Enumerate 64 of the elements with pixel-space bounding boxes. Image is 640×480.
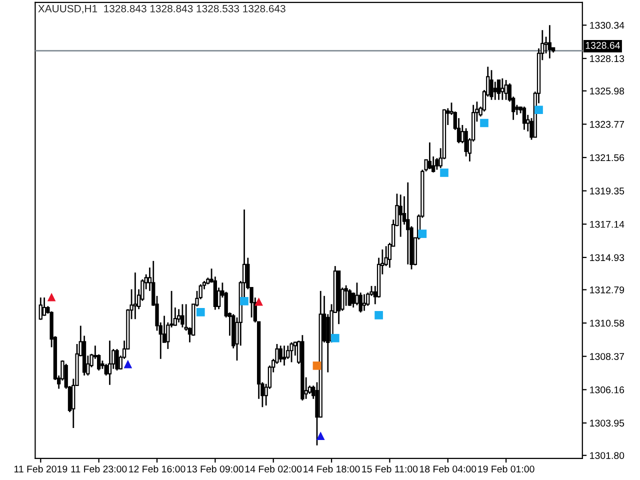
point: [196, 308, 205, 316]
y-tick-label: 1303.95: [590, 420, 624, 427]
point: [47, 292, 56, 302]
point: [330, 334, 340, 342]
candlestick: [406, 182, 410, 266]
y-tick-label: 1306.16: [590, 386, 624, 394]
point: [374, 311, 383, 320]
chart-title: XAUUSD,H1 1328.843 1328.843 1328.533 1328.643: [38, 4, 286, 14]
point: [534, 106, 543, 114]
candlestick: [176, 308, 181, 324]
y-tick-label: 1330.34: [590, 22, 624, 29]
x-tick-label: 11 Feb 2019: [14, 465, 68, 472]
point: [480, 118, 488, 128]
candlestick: [464, 128, 468, 158]
point: [254, 297, 263, 306]
candlestick: [290, 342, 294, 363]
y-tick-label: 1314.93: [590, 254, 624, 262]
y-tick-label: 1325.98: [590, 88, 624, 95]
y-tick-label: 1321.56: [590, 154, 624, 162]
x-tick-label: 14 Feb 02:00: [245, 465, 302, 472]
candlestick: [522, 106, 526, 130]
x-tick-label: 12 Feb 16:00: [129, 465, 186, 472]
candlestick: [42, 296, 46, 316]
candlestick: [108, 340, 112, 386]
x-tick-label: 15 Feb 11:00: [362, 465, 418, 472]
x-tick-label: 11 Feb 23:00: [71, 465, 127, 472]
y-tick-label: 1310.58: [590, 320, 624, 327]
x-tick-label: 19 Feb 01:00: [478, 465, 534, 472]
candlestick: [500, 78, 504, 101]
candlestick: [180, 303, 184, 328]
candlestick: [435, 157, 439, 170]
x-tick-label: 18 Feb 04:00: [420, 465, 476, 472]
y-tick-label: 1323.77: [590, 120, 624, 128]
y-tick-label: 1317.14: [590, 220, 624, 228]
candlestick: [362, 294, 366, 312]
y-tick-label: 1301.80: [590, 452, 624, 460]
candlestick: [38, 296, 42, 320]
candlestick: [133, 272, 138, 320]
y-tick-label: 1328.13: [590, 55, 624, 62]
candlestick: [282, 344, 286, 366]
candlestick: [548, 24, 552, 60]
candlestick: [496, 79, 501, 101]
candlestick: [493, 80, 497, 101]
candlestick: [398, 194, 402, 238]
candlestick: [428, 142, 432, 170]
candlestick: [348, 288, 352, 307]
y-tick-label: 1319.35: [590, 188, 624, 194]
point: [418, 230, 427, 238]
candlestick: [490, 69, 494, 101]
ref-line-label: 1328.64: [586, 42, 620, 49]
candlestick: [104, 363, 108, 376]
point: [316, 432, 325, 440]
y-tick-label: 1308.37: [590, 353, 624, 360]
candlestick: [344, 284, 348, 307]
point: [124, 360, 132, 368]
candlestick: [504, 79, 508, 101]
x-tick-label: 13 Feb 09:00: [187, 465, 244, 472]
candlestick: [278, 344, 282, 363]
y-tick-label: 1312.79: [590, 286, 624, 294]
point: [440, 168, 448, 177]
x-tick-label: 14 Feb 18:00: [304, 465, 360, 472]
candlestick: [115, 348, 119, 372]
point: [240, 297, 248, 306]
point: [312, 362, 322, 370]
